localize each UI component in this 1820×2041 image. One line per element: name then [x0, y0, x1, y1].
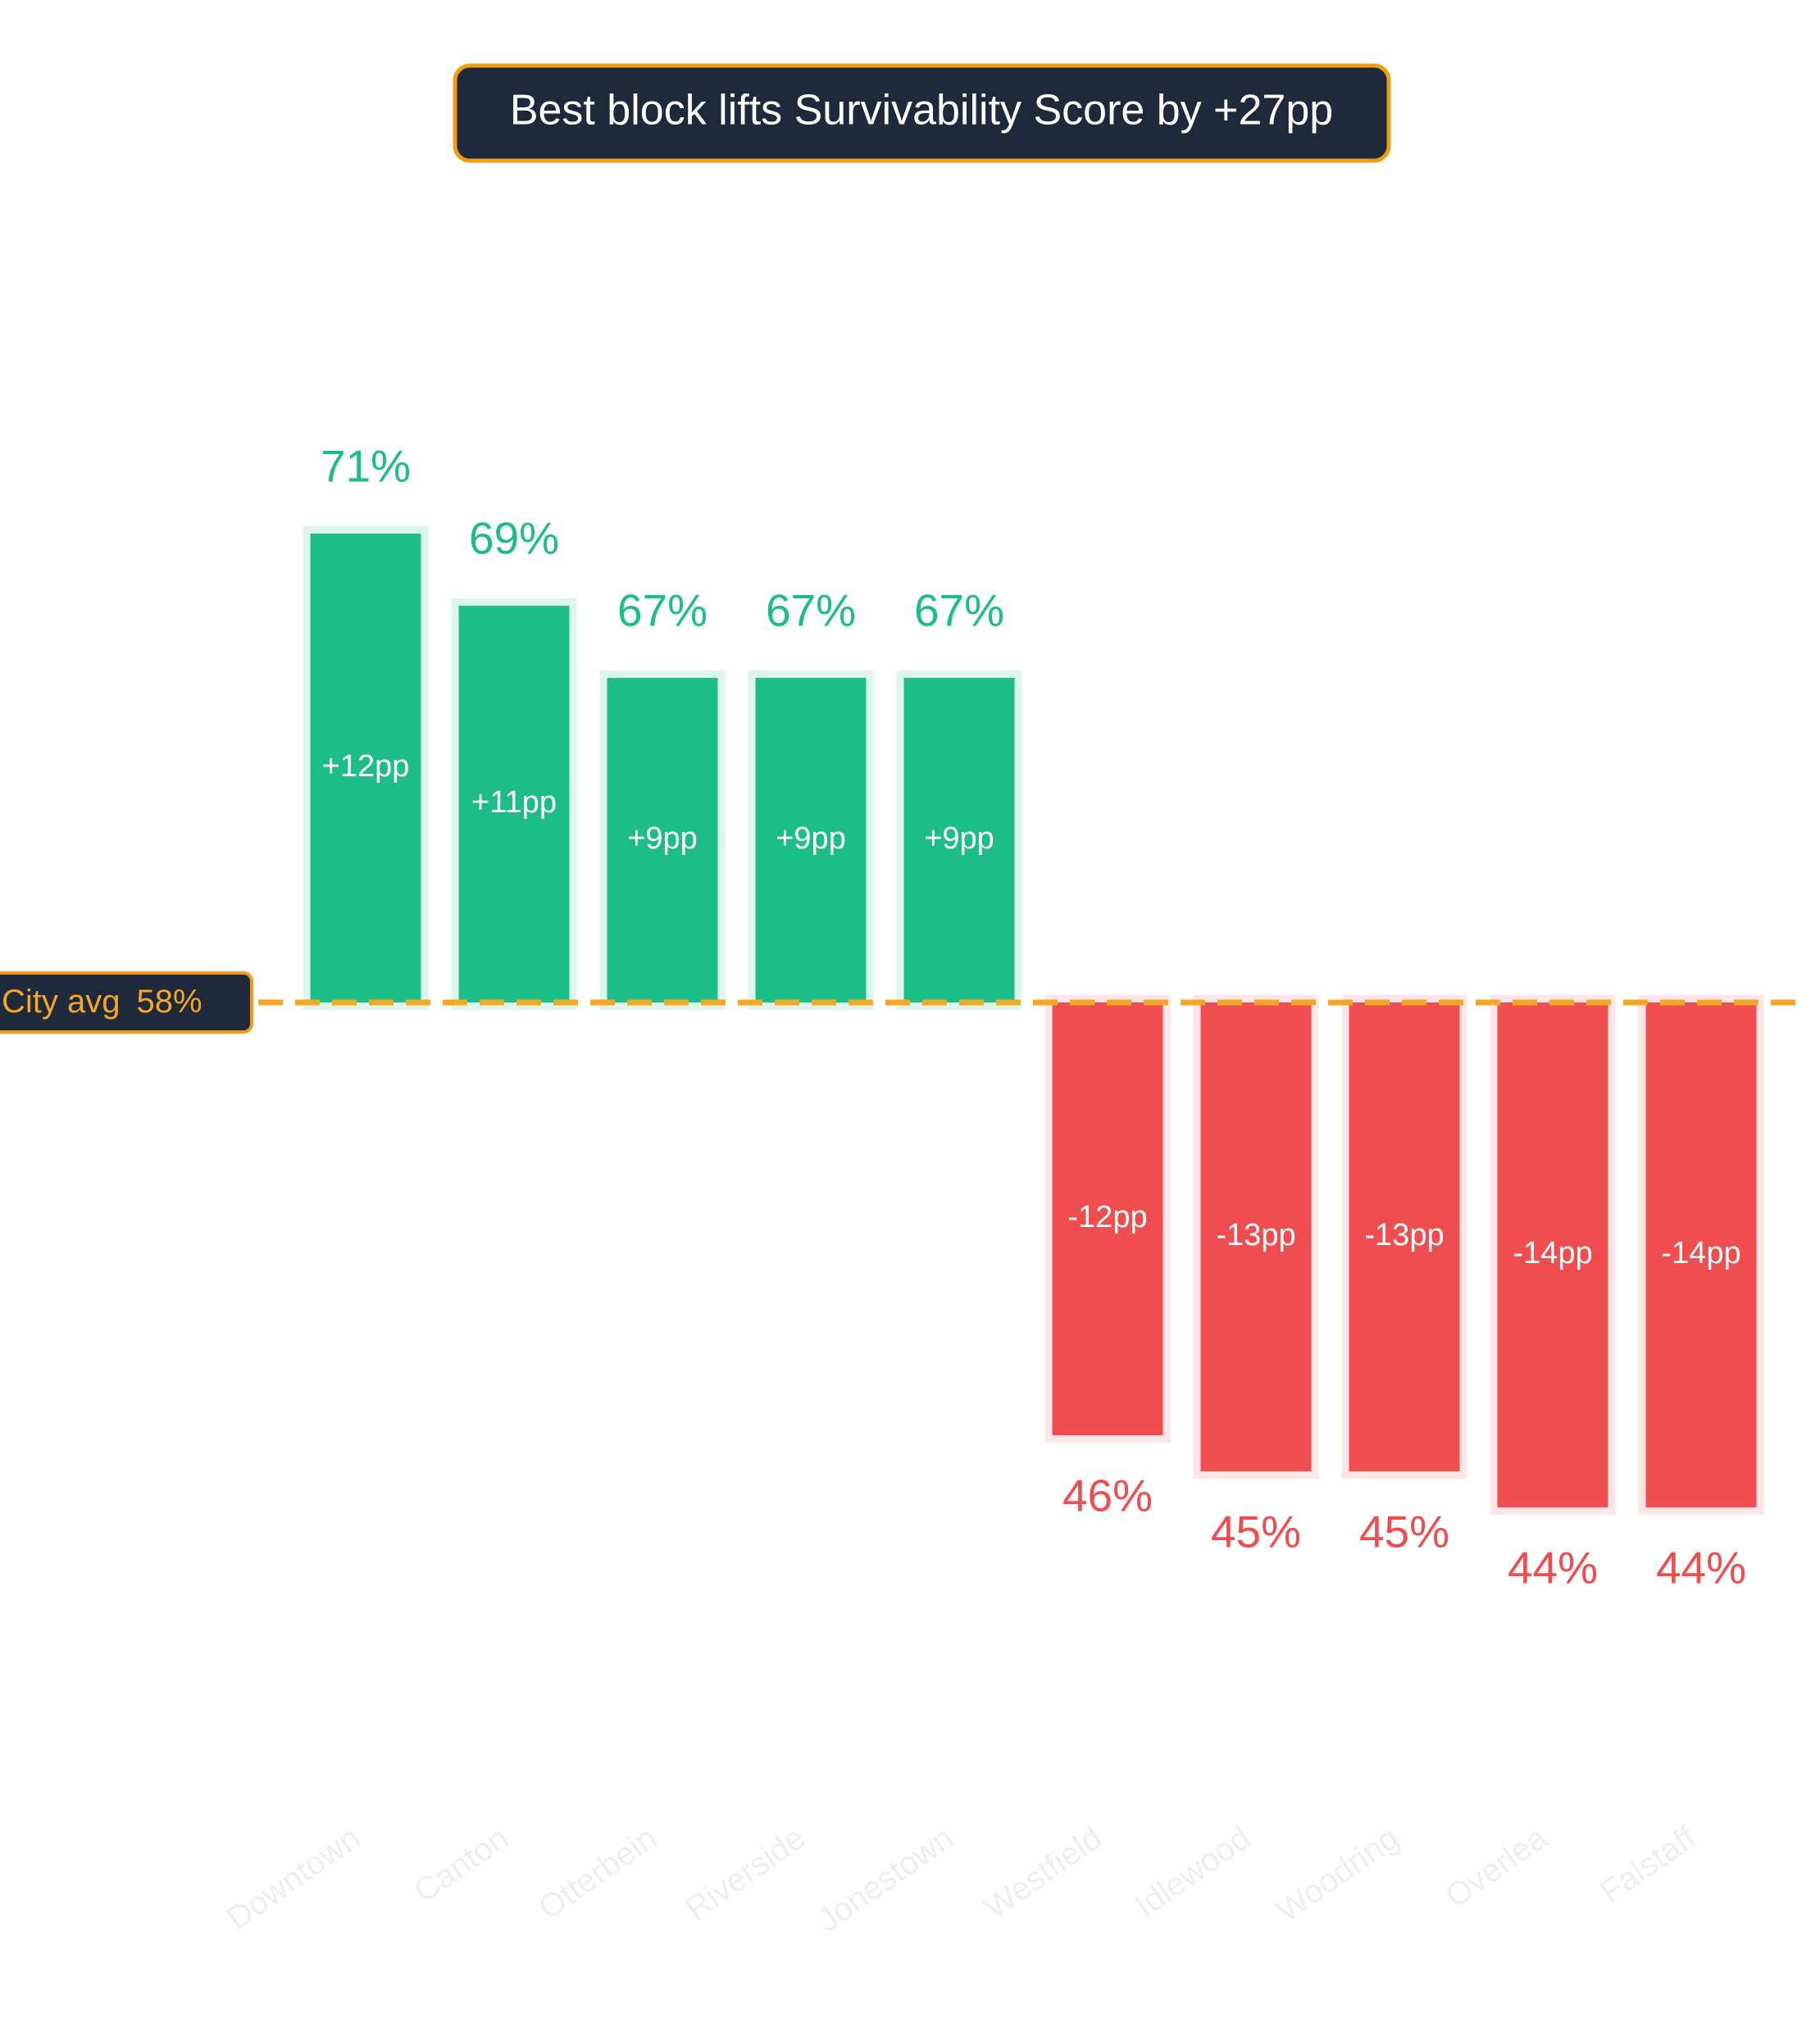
bar [1645, 1002, 1757, 1507]
x-tick-label: Jonestown [811, 1820, 960, 1939]
delta-label: +9pp [924, 821, 994, 856]
delta-label: +12pp [322, 749, 410, 784]
value-label: 67% [617, 585, 708, 636]
bar [1052, 1002, 1163, 1435]
value-label: 44% [1508, 1543, 1598, 1593]
value-label: 46% [1062, 1471, 1153, 1521]
bar [903, 678, 1015, 1002]
bar [755, 678, 867, 1002]
reference-box [0, 971, 253, 1034]
value-label: 45% [1359, 1507, 1449, 1557]
x-tick-label: Idlewood [1129, 1820, 1257, 1925]
reference-name: City avg [2, 984, 121, 1020]
value-label: 69% [469, 513, 559, 564]
x-tick-label: Downtown [221, 1820, 366, 1937]
delta-label: -12pp [1067, 1200, 1147, 1234]
delta-label: +9pp [776, 821, 846, 856]
value-label: 71% [321, 441, 411, 492]
value-label: 67% [766, 585, 856, 636]
value-label: 45% [1211, 1507, 1301, 1557]
reference-value: 58% [137, 984, 202, 1020]
bar [607, 678, 718, 1002]
chart-title: Best block lifts Survivability Score by … [510, 87, 1333, 134]
bar [458, 606, 570, 1002]
x-tick-label: Falstaff [1594, 1819, 1703, 1910]
delta-label: -14pp [1513, 1236, 1592, 1271]
value-label: 44% [1656, 1543, 1746, 1593]
x-tick-label: Otterbein [532, 1820, 663, 1926]
delta-label: -14pp [1661, 1236, 1740, 1271]
x-tick-label: Woodring [1270, 1820, 1405, 1930]
value-label: 67% [914, 585, 1004, 636]
x-tick-label: Overlea [1439, 1820, 1554, 1916]
bar [1497, 1002, 1608, 1507]
delta-label: +9pp [627, 821, 698, 856]
reference-label: City avg 58% [2, 984, 202, 1020]
delta-label: +11pp [471, 785, 557, 820]
x-tick-label: Riverside [679, 1820, 812, 1928]
bar [1349, 1002, 1460, 1471]
x-tick-label: Canton [407, 1820, 515, 1910]
title-box [453, 63, 1391, 163]
bar [310, 534, 421, 1002]
x-tick-label: Westfield [978, 1820, 1108, 1926]
bar [1200, 1002, 1312, 1471]
delta-label: -13pp [1364, 1218, 1444, 1252]
delta-label: -13pp [1216, 1218, 1295, 1252]
